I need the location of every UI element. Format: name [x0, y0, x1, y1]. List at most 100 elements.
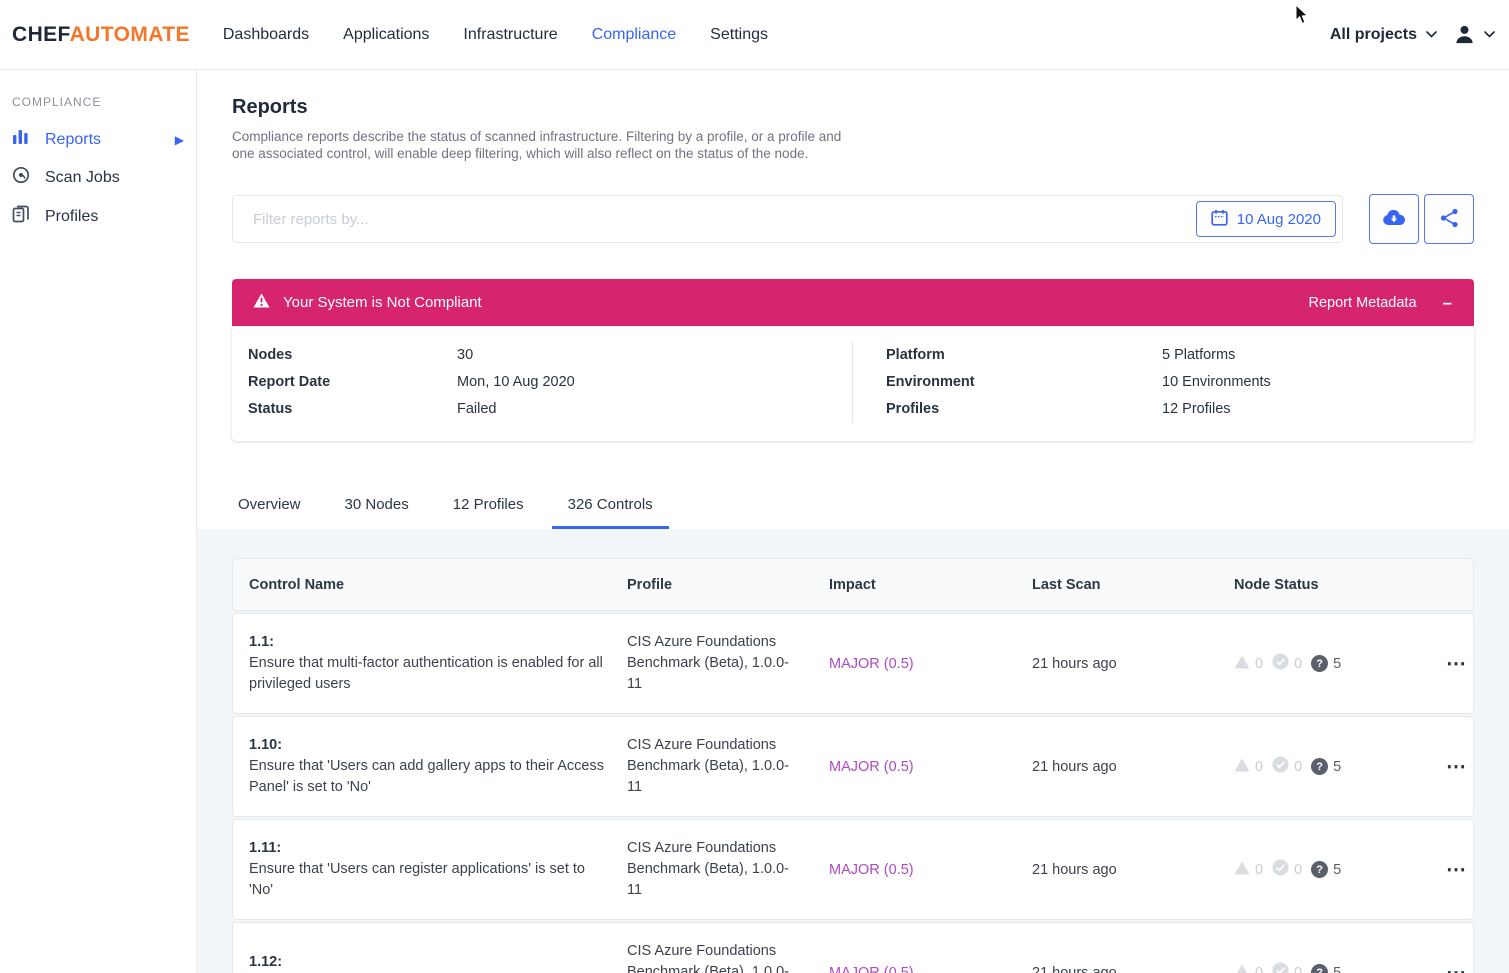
metadata-row-status: Status Failed — [248, 396, 852, 423]
metadata-value: Mon, 10 Aug 2020 — [457, 374, 575, 391]
ellipsis-icon[interactable]: ⋯ — [1446, 858, 1467, 881]
control-row[interactable]: 1.11: Ensure that 'Users can register ap… — [232, 819, 1474, 921]
control-description: Ensure that 'Users can add gallery apps … — [249, 758, 604, 796]
report-metadata-toggle-label[interactable]: Report Metadata — [1308, 294, 1417, 311]
report-actions — [1369, 194, 1474, 245]
control-id: 1.1: — [249, 634, 274, 651]
share-report-button[interactable] — [1424, 194, 1474, 245]
failed-count: 0 — [1255, 655, 1264, 672]
report-filter-row: 10 Aug 2020 — [232, 194, 1474, 245]
skipped-count: 5 — [1333, 964, 1342, 973]
reports-main-content: Reports Compliance reports describe the … — [197, 70, 1509, 973]
projects-filter-label[interactable]: All projects — [1329, 25, 1417, 43]
logo-automate-text: AUTOMATE — [69, 22, 190, 46]
control-id: 1.10: — [249, 737, 283, 754]
cloud-download-icon — [1382, 209, 1406, 229]
ellipsis-icon[interactable]: ⋯ — [1446, 652, 1467, 675]
passed-count: 0 — [1294, 964, 1303, 973]
download-report-button[interactable] — [1369, 194, 1419, 245]
scan-radar-icon — [12, 166, 30, 189]
check-circle-icon — [1272, 962, 1289, 973]
chevron-down-icon[interactable] — [1484, 31, 1495, 38]
report-date-button[interactable]: 10 Aug 2020 — [1195, 201, 1336, 238]
sidebar-item-label: Reports — [45, 130, 102, 148]
compliance-status-banner: Your System is Not Compliant Report Meta… — [232, 279, 1474, 327]
chef-automate-logo[interactable]: CHEFAUTOMATE — [12, 23, 190, 47]
control-id: 1.12: — [249, 953, 283, 970]
warning-icon — [1234, 758, 1250, 776]
node-status-cell: 0 0 ? 5 — [1234, 859, 1446, 880]
nav-applications[interactable]: Applications — [343, 25, 430, 43]
metadata-row-environment: Environment 10 Environments — [886, 369, 1474, 396]
failed-count: 0 — [1255, 758, 1264, 775]
control-row[interactable]: 1.1: Ensure that multi-factor authentica… — [232, 613, 1474, 715]
user-icon[interactable] — [1454, 24, 1475, 45]
control-profile: CIS Azure Foundations Benchmark (Beta), … — [627, 634, 789, 693]
control-description: Ensure that 'Users can register applicat… — [249, 861, 585, 899]
control-description: Ensure that multi-factor authentication … — [249, 655, 603, 693]
metadata-row-profiles: Profiles 12 Profiles — [886, 396, 1474, 423]
tab-nodes[interactable]: 30 Nodes — [344, 496, 409, 514]
metadata-label: Report Date — [248, 374, 331, 391]
tab-overview[interactable]: Overview — [238, 496, 301, 514]
banner-message: Your System is Not Compliant — [283, 294, 482, 312]
controls-table-section: Control Name Profile Impact Last Scan No… — [197, 529, 1509, 973]
nav-settings[interactable]: Settings — [710, 25, 768, 43]
logo-chef-text: CHEF — [12, 22, 70, 46]
warning-icon — [253, 293, 270, 313]
column-header-control-name: Control Name — [249, 576, 345, 593]
control-last-scan: 21 hours ago — [1032, 655, 1117, 672]
control-id: 1.11: — [249, 840, 282, 857]
sidebar-item-label: Profiles — [45, 207, 99, 225]
report-metadata-panel: Nodes 30 Report Date Mon, 10 Aug 2020 St… — [232, 326, 1474, 442]
control-last-scan: 21 hours ago — [1032, 758, 1117, 775]
compliance-sidebar: COMPLIANCE Reports ▶ Scan Jobs Profiles — [0, 70, 197, 973]
sidebar-item-reports[interactable]: Reports ▶ — [0, 121, 196, 158]
metadata-value: 30 — [457, 347, 474, 364]
question-circle-icon: ? — [1311, 655, 1329, 673]
caret-right-icon: ▶ — [174, 132, 184, 147]
control-impact: MAJOR (0.5) — [829, 861, 914, 878]
minus-icon[interactable]: – — [1442, 293, 1452, 313]
nav-dashboards[interactable]: Dashboards — [222, 25, 310, 43]
calendar-icon — [1211, 209, 1228, 230]
sidebar-item-scan-jobs[interactable]: Scan Jobs — [0, 158, 196, 197]
skipped-count: 5 — [1333, 655, 1342, 672]
tab-controls[interactable]: 326 Controls — [551, 484, 669, 530]
page-description: Compliance reports describe the status o… — [232, 129, 842, 161]
sidebar-item-profiles[interactable]: Profiles — [0, 197, 196, 236]
filter-reports-input[interactable] — [251, 209, 1196, 229]
passed-count: 0 — [1294, 861, 1303, 878]
nav-infrastructure[interactable]: Infrastructure — [463, 25, 558, 43]
metadata-label: Environment — [886, 374, 975, 391]
control-profile: CIS Azure Foundations Benchmark (Beta), … — [627, 943, 789, 973]
check-circle-icon — [1272, 756, 1289, 777]
page-title: Reports — [232, 96, 308, 118]
metadata-value: 12 Profiles — [1162, 401, 1231, 418]
check-circle-icon — [1272, 859, 1289, 880]
metadata-left-column: Nodes 30 Report Date Mon, 10 Aug 2020 St… — [232, 342, 853, 424]
question-circle-icon: ? — [1311, 758, 1329, 776]
report-tabs: Overview 30 Nodes 12 Profiles 326 Contro… — [197, 484, 1509, 530]
control-row[interactable]: 1.10: Ensure that 'Users can add gallery… — [232, 716, 1474, 818]
bar-chart-icon — [12, 129, 30, 150]
column-header-node-status: Node Status — [1234, 576, 1319, 593]
metadata-label: Platform — [886, 347, 945, 364]
skipped-count: 5 — [1333, 758, 1342, 775]
ellipsis-icon[interactable]: ⋯ — [1446, 755, 1467, 778]
profiles-icon — [12, 205, 30, 228]
chevron-down-icon[interactable] — [1426, 31, 1437, 38]
control-last-scan: 21 hours ago — [1032, 964, 1117, 973]
nav-compliance[interactable]: Compliance — [591, 25, 677, 43]
tab-profiles[interactable]: 12 Profiles — [452, 496, 524, 514]
ellipsis-icon[interactable]: ⋯ — [1446, 961, 1467, 973]
control-impact: MAJOR (0.5) — [829, 758, 914, 775]
filter-box: 10 Aug 2020 — [232, 195, 1343, 244]
control-profile: CIS Azure Foundations Benchmark (Beta), … — [627, 737, 789, 796]
passed-count: 0 — [1294, 758, 1303, 775]
failed-count: 0 — [1255, 861, 1264, 878]
check-circle-icon — [1272, 653, 1289, 674]
passed-count: 0 — [1294, 655, 1303, 672]
sidebar-item-label: Scan Jobs — [45, 168, 120, 186]
control-row[interactable]: 1.12: Ensure that 'Guest users permissio… — [232, 922, 1474, 973]
